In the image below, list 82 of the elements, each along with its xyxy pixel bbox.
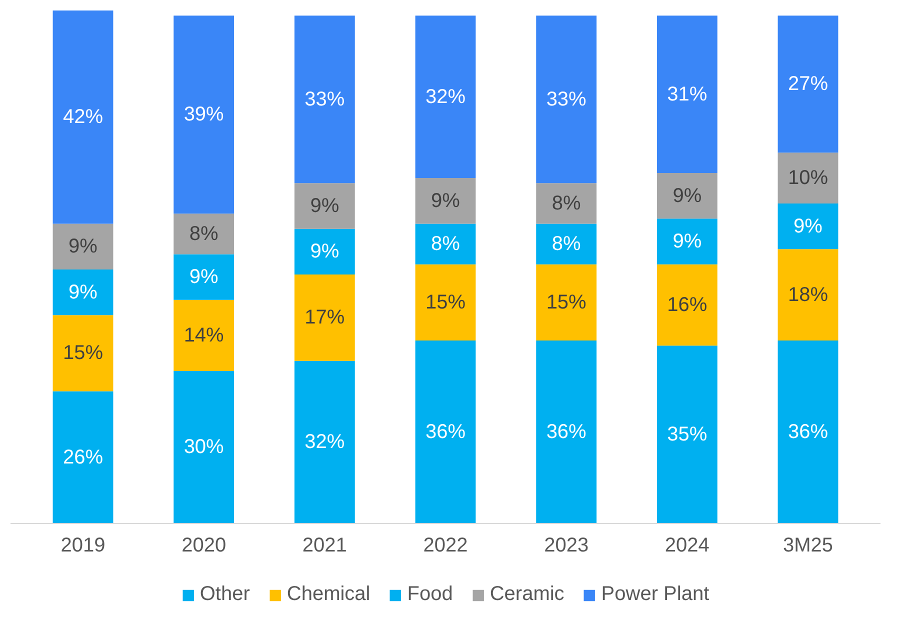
data-label: 17%: [304, 306, 345, 329]
bar: [536, 16, 597, 184]
bar: [536, 264, 597, 341]
data-label: 15%: [62, 342, 104, 364]
data-label: 8%: [189, 222, 219, 245]
data-label: 31%: [667, 83, 708, 106]
bar: [52, 269, 114, 316]
data-label: 18%: [788, 284, 828, 306]
data-label: 9%: [68, 281, 98, 304]
bar: [778, 249, 838, 341]
legend-label: Chemical: [286, 583, 370, 606]
x-tick-label: 2024: [664, 534, 710, 556]
data-label: 42%: [62, 106, 104, 128]
data-label: 8%: [431, 233, 460, 256]
bar: [778, 16, 838, 153]
data-label: 36%: [425, 420, 466, 443]
bar: [52, 10, 114, 224]
legend-label: Power Plant: [601, 583, 710, 606]
bar: [778, 340, 838, 524]
x-tick-label: 3M25: [782, 534, 834, 556]
bar: [656, 218, 718, 264]
data-label: 8%: [552, 233, 582, 256]
legend-label: Ceramic: [490, 583, 564, 606]
bar: [656, 16, 718, 173]
data-label: 15%: [546, 291, 587, 314]
bar: [778, 203, 838, 250]
data-label: 32%: [425, 86, 466, 108]
data-label: 26%: [62, 446, 104, 468]
data-label: 33%: [304, 88, 345, 110]
bar: [656, 264, 718, 346]
x-tick-label: 2019: [60, 534, 106, 556]
data-label: 9%: [310, 194, 340, 217]
bar: [656, 172, 718, 219]
x-tick-label: 2020: [182, 534, 226, 556]
data-label: 8%: [552, 192, 582, 214]
bar: [294, 16, 355, 184]
data-label: 9%: [310, 240, 340, 263]
data-label: 9%: [672, 184, 702, 207]
bar: [174, 300, 234, 371]
data-label: 9%: [794, 215, 823, 238]
data-label: 16%: [667, 294, 708, 316]
bar: [52, 224, 114, 270]
bar: [656, 346, 718, 524]
bar: [294, 228, 355, 275]
legend-label: Food: [407, 583, 453, 606]
bar: [174, 254, 234, 300]
bar: [294, 183, 355, 229]
data-label: 9%: [189, 266, 219, 288]
x-tick-label: 2023: [544, 534, 589, 556]
data-label: 9%: [672, 230, 702, 253]
bar: [294, 274, 355, 361]
bar: [174, 214, 234, 254]
bar: [415, 178, 476, 224]
data-label: 32%: [304, 431, 345, 454]
data-label: 35%: [667, 423, 708, 446]
bar: [536, 183, 597, 224]
x-tick-label: 2021: [302, 534, 347, 556]
data-label: 14%: [184, 324, 224, 346]
data-label: 27%: [788, 73, 828, 96]
bar: [52, 391, 114, 524]
data-label: 36%: [788, 420, 828, 443]
data-label: 30%: [184, 436, 224, 458]
bar: [415, 264, 476, 341]
bar: [415, 340, 476, 524]
data-label: 39%: [184, 104, 224, 126]
bar: [52, 315, 114, 392]
bar: [174, 16, 234, 214]
data-label: 33%: [546, 88, 587, 110]
data-label: 15%: [425, 291, 466, 314]
bar: [778, 152, 838, 204]
bar: [536, 224, 597, 264]
x-tick-label: 2022: [423, 534, 468, 556]
data-label: 10%: [788, 167, 828, 190]
data-label: 9%: [431, 190, 460, 212]
data-label: 9%: [68, 236, 98, 258]
bar: [294, 360, 355, 524]
bar: [536, 340, 597, 524]
data-label: 36%: [546, 420, 587, 443]
legend-label: Other: [200, 583, 250, 606]
bar: [415, 224, 476, 264]
bar: [415, 16, 476, 178]
bar: [174, 371, 234, 524]
